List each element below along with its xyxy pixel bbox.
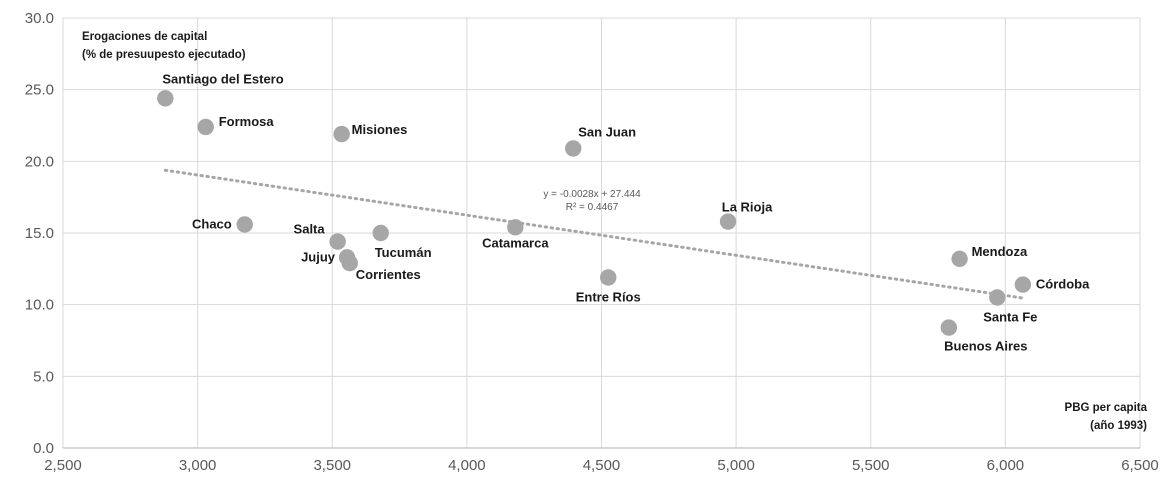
data-point-label: Misiones bbox=[352, 122, 408, 137]
axes: 0.0 5.0 10.0 15.0 20.0 25.0 30.0 2,500 3,000 3,50… bbox=[25, 10, 1159, 474]
data-point bbox=[951, 250, 968, 267]
trendline bbox=[163, 168, 1025, 300]
data-point-label: La Rioja bbox=[722, 200, 773, 215]
data-points bbox=[157, 90, 1032, 336]
data-point bbox=[341, 254, 358, 272]
x-axis-title-line-1: PBG per capita bbox=[1065, 402, 1148, 414]
x-tick-label: 4,000 bbox=[448, 457, 486, 474]
data-point-label: Mendoza bbox=[972, 244, 1028, 259]
data-point bbox=[600, 269, 617, 286]
x-tick-label: 5,000 bbox=[717, 457, 755, 474]
data-point bbox=[197, 118, 214, 136]
y-tick-label: 30.0 bbox=[25, 10, 54, 27]
y-tick-label: 5.0 bbox=[33, 368, 54, 385]
grid-layer bbox=[62, 17, 1141, 448]
x-tick-label: 2,500 bbox=[44, 457, 82, 474]
data-point bbox=[372, 224, 389, 242]
data-point-label: Buenos Aires bbox=[944, 339, 1027, 354]
x-tick-label: 6,500 bbox=[1121, 457, 1159, 474]
data-point-label: Santiago del Estero bbox=[162, 71, 283, 86]
data-point bbox=[329, 233, 346, 250]
data-point bbox=[565, 140, 582, 157]
data-point bbox=[236, 216, 253, 233]
x-tick-label: 6,000 bbox=[987, 457, 1025, 474]
x-axis-title-line-2: (año 1993) bbox=[1090, 420, 1147, 432]
trendline-equation: y = -0.0028x + 27.444 bbox=[543, 189, 641, 200]
y-tick-label: 10.0 bbox=[25, 297, 54, 314]
y-axis-title-line-2: (% de presuupesto ejecutado) bbox=[82, 49, 246, 61]
point-labels: Santiago del Estero Formosa Misiones San Ju… bbox=[162, 71, 1090, 353]
y-tick-label: 0.0 bbox=[33, 440, 54, 457]
data-point-label: Santa Fe bbox=[983, 310, 1037, 325]
data-point-label: Formosa bbox=[219, 114, 275, 129]
y-axis-title-line-1: Erogaciones de capital bbox=[82, 31, 207, 43]
data-point-label: Corrientes bbox=[356, 267, 421, 282]
data-point bbox=[333, 125, 350, 143]
x-tick-label: 5,500 bbox=[852, 457, 890, 474]
data-point-label: Catamarca bbox=[482, 235, 549, 250]
data-point bbox=[157, 90, 174, 107]
data-point-label: Salta bbox=[294, 222, 326, 237]
data-point bbox=[1014, 276, 1032, 293]
data-point bbox=[989, 289, 1006, 306]
data-point-label: Jujuy bbox=[301, 249, 336, 264]
y-tick-label: 25.0 bbox=[25, 82, 54, 99]
data-point bbox=[940, 319, 958, 336]
data-point bbox=[719, 213, 737, 230]
data-point-label: Tucumán bbox=[375, 245, 432, 260]
data-point bbox=[507, 219, 524, 236]
data-point-label: Chaco bbox=[192, 216, 232, 231]
data-point-label: Córdoba bbox=[1036, 277, 1090, 292]
y-tick-label: 15.0 bbox=[25, 225, 54, 242]
trendline-r-squared: R² = 0.4467 bbox=[566, 202, 619, 213]
data-point-label: Entre Ríos bbox=[576, 289, 641, 304]
x-tick-label: 4,500 bbox=[583, 457, 621, 474]
data-point-label: San Juan bbox=[578, 124, 636, 139]
x-tick-label: 3,500 bbox=[313, 457, 351, 474]
y-tick-label: 20.0 bbox=[25, 153, 54, 170]
trendline-path bbox=[163, 168, 1025, 300]
x-tick-label: 3,000 bbox=[179, 457, 217, 474]
